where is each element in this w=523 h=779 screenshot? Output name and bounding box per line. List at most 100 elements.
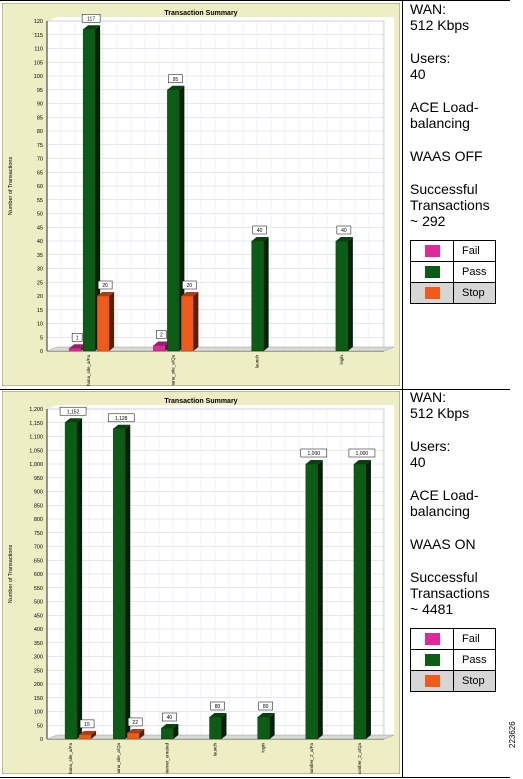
successful-transactions: Successful Transactions ~ 292 bbox=[410, 181, 490, 229]
legend-row-stop: Stop bbox=[411, 283, 495, 303]
y-tick-label: 800 bbox=[34, 517, 43, 523]
y-tick-label: 110 bbox=[34, 47, 43, 53]
panel-waas-off: Transaction Summary 0 5 10 15 20 25 30 35 40 45 50 5… bbox=[0, 0, 510, 390]
transaction-summary-chart-waas-off: Transaction Summary 0 5 10 15 20 25 30 35 40 45 50 5… bbox=[1, 2, 401, 387]
data-label: 117 bbox=[87, 16, 95, 22]
y-tick-label: 0 bbox=[40, 349, 43, 355]
data-label: 1,152 bbox=[67, 409, 80, 415]
legend-row-fail: Fail bbox=[411, 629, 495, 650]
legend-label-pass: Pass bbox=[462, 266, 487, 278]
y-tick-label: 50 bbox=[37, 723, 43, 729]
bar-top-pass bbox=[251, 237, 269, 241]
legend-label-stop: Stop bbox=[462, 287, 485, 299]
y-tick-label: 115 bbox=[34, 33, 43, 39]
bar-stop bbox=[181, 295, 194, 352]
data-label-box bbox=[156, 330, 167, 339]
bar-top-fail bbox=[69, 344, 87, 349]
y-tick-label: 65 bbox=[37, 170, 43, 176]
y-tick-label: 350 bbox=[34, 641, 43, 647]
bar-top-pass bbox=[83, 25, 101, 30]
bar-top-stop bbox=[181, 292, 199, 296]
data-label-box bbox=[300, 448, 328, 458]
x-tick-label: hana_site_a/Qa bbox=[116, 743, 121, 774]
stop-swatch bbox=[424, 675, 440, 687]
legend-row-stop: Stop bbox=[411, 671, 495, 691]
x-tick-label: login bbox=[261, 743, 266, 753]
legend-row-pass: Pass bbox=[411, 650, 495, 671]
y-tick-label: 950 bbox=[34, 476, 43, 482]
y-tick-label: 55 bbox=[37, 198, 43, 204]
chart-container-1: Transaction Summary 0 5 10 15 20 25 30 35 40 45 50 5… bbox=[1, 2, 401, 387]
bar-side-stop bbox=[109, 292, 115, 351]
data-label-box bbox=[252, 225, 267, 235]
bar-top-pass bbox=[305, 460, 323, 464]
y-tick-label: 500 bbox=[34, 600, 43, 606]
bar-pass bbox=[64, 422, 78, 740]
bar-stop bbox=[78, 734, 92, 740]
pass-swatch bbox=[424, 654, 440, 666]
legend-label-fail: Fail bbox=[462, 633, 480, 645]
load-balancing-info: ACE Load- balancing bbox=[410, 99, 479, 131]
figure-id: 223626 bbox=[508, 721, 517, 748]
y-tick-label: 70 bbox=[37, 157, 43, 163]
bar-fail bbox=[68, 348, 82, 352]
bar-top-stop bbox=[79, 730, 97, 735]
data-label-box bbox=[71, 333, 83, 342]
data-label: 40 bbox=[341, 228, 347, 234]
data-label-box bbox=[97, 280, 113, 290]
y-tick-label: 1,150 bbox=[29, 421, 43, 427]
bar-pass bbox=[251, 240, 264, 352]
bar-top-pass bbox=[167, 85, 185, 90]
y-tick-label: 250 bbox=[34, 668, 43, 674]
load-balancing-info: ACE Load- balancing bbox=[410, 487, 479, 519]
y-tick-label: 95 bbox=[37, 88, 43, 94]
bar-pass bbox=[82, 29, 96, 352]
data-label-box bbox=[79, 719, 95, 729]
legend-label-fail: Fail bbox=[462, 245, 480, 257]
bar-side-pass bbox=[365, 460, 371, 739]
x-tick-label: site_number_2_a/Qa bbox=[357, 743, 362, 774]
chart-floor bbox=[46, 346, 395, 352]
data-label: 1,128 bbox=[115, 416, 128, 422]
bar-top-fail bbox=[153, 341, 171, 346]
y-tick-label: 650 bbox=[34, 558, 43, 564]
transaction-summary-chart-waas-on: Transaction Summary 0 50 100 150 200 250 300 350… bbox=[1, 390, 401, 779]
data-label-box bbox=[162, 712, 177, 722]
data-label: 1,000 bbox=[356, 451, 369, 457]
y-axis-title: Number of Transactions bbox=[8, 157, 14, 216]
y-tick-label: 40 bbox=[37, 239, 43, 245]
y-tick-label: 50 bbox=[37, 212, 43, 218]
data-label: 80 bbox=[263, 704, 269, 710]
column-divider bbox=[402, 389, 403, 777]
bar-side-pass bbox=[95, 25, 101, 351]
data-label: 1 bbox=[76, 335, 79, 341]
x-tick-label: login bbox=[339, 355, 344, 365]
x-tick-label: launch bbox=[255, 355, 260, 369]
panel-waas-on: Transaction Summary 0 50 100 150 200 250 300 350… bbox=[0, 389, 510, 779]
y-tick-label: 20 bbox=[37, 294, 43, 300]
x-tick-label: site_number_2_a/Fa bbox=[309, 743, 314, 774]
bar-top-pass bbox=[335, 237, 353, 241]
y-tick-label: 1,050 bbox=[29, 448, 43, 454]
y-tick-label: 35 bbox=[37, 253, 43, 259]
fail-swatch bbox=[424, 245, 440, 257]
column-divider bbox=[402, 1, 403, 389]
data-label-box bbox=[336, 225, 352, 235]
data-label-box bbox=[127, 717, 143, 727]
bar-top-pass bbox=[353, 460, 371, 464]
info-text-1: WAN: 512 Kbps Users: 40 ACE Load- balanc… bbox=[410, 1, 508, 246]
bar-side-stop bbox=[139, 728, 145, 739]
x-tick-label: internet_unrated bbox=[164, 743, 169, 774]
users-info: Users: 40 bbox=[410, 50, 451, 82]
y-tick-label: 75 bbox=[37, 143, 43, 149]
y-tick-label: 90 bbox=[37, 102, 43, 108]
legend-row-fail: Fail bbox=[411, 241, 495, 262]
legend-label-pass: Pass bbox=[462, 654, 487, 666]
y-tick-label: 550 bbox=[34, 586, 43, 592]
data-label-box bbox=[107, 413, 135, 423]
bar-side-pass bbox=[221, 713, 227, 739]
data-label-box bbox=[210, 701, 225, 711]
y-tick-label: 105 bbox=[34, 60, 43, 66]
bar-fail bbox=[153, 345, 166, 352]
